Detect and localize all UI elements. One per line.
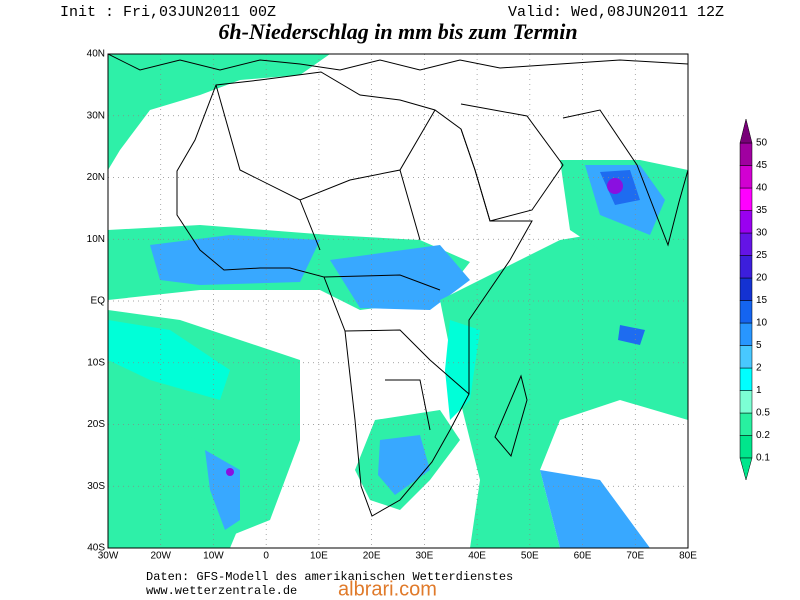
- watermark: albrari.com: [338, 578, 437, 600]
- legend-label: 10: [756, 318, 768, 329]
- legend-label: 50: [756, 138, 768, 149]
- legend-label: 20: [756, 273, 768, 284]
- legend-swatch: [739, 390, 753, 414]
- lon-label: 70E: [626, 551, 644, 562]
- legend-label: 15: [756, 295, 768, 306]
- legend-swatch: [739, 412, 753, 436]
- lon-label: 0: [263, 551, 269, 562]
- lat-label: 40S: [87, 543, 105, 554]
- valid-time: Valid: Wed,08JUN2011 12Z: [508, 4, 724, 21]
- legend-label: 30: [756, 228, 768, 239]
- legend-swatch: [739, 187, 753, 211]
- legend-swatch: [739, 367, 753, 391]
- init-time: Init : Fri,03JUN2011 00Z: [60, 4, 276, 21]
- lat-label: EQ: [91, 296, 106, 307]
- legend-swatch: [739, 142, 753, 166]
- grid: [108, 54, 688, 548]
- lat-label: 20S: [87, 419, 105, 430]
- lon-label: 20W: [150, 551, 171, 562]
- legend-label: 1: [756, 385, 762, 396]
- lat-label: 30S: [87, 481, 105, 492]
- lon-label: 20E: [363, 551, 381, 562]
- legend-swatch: [739, 255, 753, 279]
- lon-label: 10W: [203, 551, 224, 562]
- legend-swatch: [739, 322, 753, 346]
- legend-label: 40: [756, 183, 768, 194]
- lon-label: 30W: [98, 551, 119, 562]
- legend-label: 25: [756, 250, 768, 261]
- legend-swatch: [739, 277, 753, 301]
- lon-label: 10E: [310, 551, 328, 562]
- lon-label: 60E: [574, 551, 592, 562]
- lat-label: 30N: [87, 110, 105, 121]
- legend-label: 0.5: [756, 408, 770, 419]
- lat-label: 40N: [87, 49, 105, 60]
- legend-label: 0.1: [756, 453, 770, 464]
- legend-swatch: [739, 435, 753, 459]
- legend-swatch: [739, 232, 753, 256]
- lon-label: 30E: [415, 551, 433, 562]
- legend-swatch: [739, 300, 753, 324]
- coastlines: [108, 54, 688, 517]
- map-frame: [107, 53, 689, 549]
- legend-label: 0.2: [756, 430, 770, 441]
- lat-label: 20N: [87, 172, 105, 183]
- data-source: Daten: GFS-Modell des amerikanischen Wet…: [146, 570, 513, 584]
- legend-bottom-arrow: [739, 457, 753, 481]
- legend-label: 5: [756, 340, 762, 351]
- legend-label: 45: [756, 160, 768, 171]
- lon-label: 80E: [679, 551, 697, 562]
- legend-swatch: [739, 165, 753, 189]
- legend-label: 2: [756, 363, 762, 374]
- lon-label: 40E: [468, 551, 486, 562]
- legend-swatch: [739, 210, 753, 234]
- lat-label: 10S: [87, 357, 105, 368]
- legend-top-arrow: [739, 118, 753, 144]
- map-title: 6h-Niederschlag in mm bis zum Termin: [218, 19, 577, 44]
- lon-label: 50E: [521, 551, 539, 562]
- legend-label: 35: [756, 205, 768, 216]
- lat-label: 10N: [87, 234, 105, 245]
- legend-swatch: [739, 345, 753, 369]
- precipitation: [108, 54, 688, 548]
- website: www.wetterzentrale.de: [146, 584, 297, 598]
